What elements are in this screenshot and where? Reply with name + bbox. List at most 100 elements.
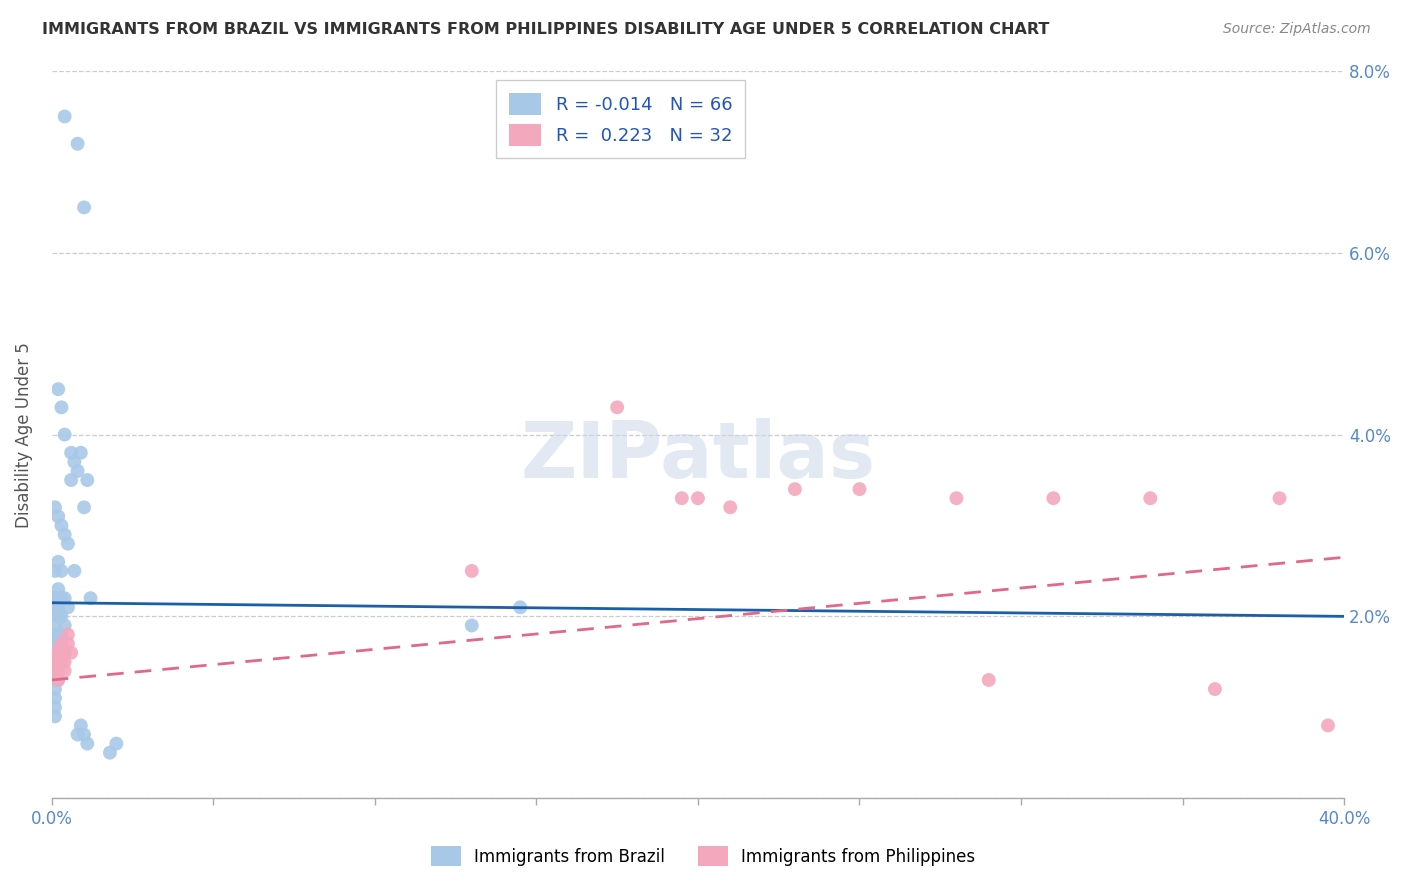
Point	[60, 646, 83, 660]
Point	[44, 646, 66, 660]
Legend: R = -0.014   N = 66, R =  0.223   N = 32: R = -0.014 N = 66, R = 0.223 N = 32	[496, 80, 745, 159]
Point	[60, 473, 83, 487]
Point	[44, 637, 66, 651]
Point	[1204, 682, 1226, 697]
Point	[44, 591, 66, 606]
Text: IMMIGRANTS FROM BRAZIL VS IMMIGRANTS FROM PHILIPPINES DISABILITY AGE UNDER 5 COR: IMMIGRANTS FROM BRAZIL VS IMMIGRANTS FRO…	[42, 22, 1049, 37]
Point	[51, 655, 73, 669]
Point	[46, 646, 69, 660]
Point	[53, 591, 76, 606]
Point	[53, 427, 76, 442]
Legend: Immigrants from Brazil, Immigrants from Philippines: Immigrants from Brazil, Immigrants from …	[423, 839, 983, 873]
Point	[977, 673, 1000, 687]
Y-axis label: Disability Age Under 5: Disability Age Under 5	[15, 342, 32, 527]
Point	[1268, 491, 1291, 506]
Point	[46, 664, 69, 678]
Point	[51, 655, 73, 669]
Point	[53, 655, 76, 669]
Point	[44, 627, 66, 641]
Point	[51, 609, 73, 624]
Point	[44, 618, 66, 632]
Point	[44, 700, 66, 714]
Point	[46, 582, 69, 596]
Point	[51, 637, 73, 651]
Point	[66, 136, 89, 151]
Point	[63, 455, 86, 469]
Point	[44, 646, 66, 660]
Point	[44, 673, 66, 687]
Point	[76, 737, 98, 751]
Point	[51, 518, 73, 533]
Point	[46, 609, 69, 624]
Point	[671, 491, 693, 506]
Point	[51, 564, 73, 578]
Point	[53, 110, 76, 124]
Point	[53, 618, 76, 632]
Point	[46, 637, 69, 651]
Point	[46, 664, 69, 678]
Point	[46, 600, 69, 615]
Point	[73, 500, 96, 515]
Point	[51, 591, 73, 606]
Point	[44, 655, 66, 669]
Point	[1317, 718, 1340, 732]
Point	[60, 446, 83, 460]
Point	[51, 646, 73, 660]
Point	[44, 500, 66, 515]
Point	[79, 591, 101, 606]
Point	[44, 591, 66, 606]
Point	[63, 564, 86, 578]
Point	[606, 401, 628, 415]
Point	[46, 382, 69, 396]
Point	[76, 473, 98, 487]
Point	[44, 664, 66, 678]
Point	[51, 655, 73, 669]
Point	[66, 727, 89, 741]
Point	[44, 564, 66, 578]
Point	[44, 655, 66, 669]
Point	[46, 673, 69, 687]
Point	[69, 718, 91, 732]
Point	[51, 401, 73, 415]
Point	[46, 627, 69, 641]
Point	[44, 600, 66, 615]
Text: ZIPatlas: ZIPatlas	[520, 418, 876, 494]
Point	[44, 664, 66, 678]
Point	[44, 709, 66, 723]
Point	[66, 464, 89, 478]
Point	[46, 646, 69, 660]
Point	[44, 691, 66, 706]
Point	[53, 664, 76, 678]
Point	[461, 618, 484, 632]
Point	[461, 564, 484, 578]
Point	[98, 746, 121, 760]
Point	[73, 727, 96, 741]
Point	[44, 655, 66, 669]
Point	[44, 600, 66, 615]
Point	[53, 527, 76, 541]
Text: Source: ZipAtlas.com: Source: ZipAtlas.com	[1223, 22, 1371, 37]
Point	[46, 655, 69, 669]
Point	[105, 737, 128, 751]
Point	[51, 627, 73, 641]
Point	[51, 646, 73, 660]
Point	[1139, 491, 1161, 506]
Point	[945, 491, 967, 506]
Point	[51, 591, 73, 606]
Point	[53, 646, 76, 660]
Point	[1042, 491, 1064, 506]
Point	[56, 637, 79, 651]
Point	[783, 482, 806, 496]
Point	[56, 627, 79, 641]
Point	[46, 555, 69, 569]
Point	[686, 491, 709, 506]
Point	[56, 600, 79, 615]
Point	[69, 446, 91, 460]
Point	[46, 655, 69, 669]
Point	[509, 600, 531, 615]
Point	[44, 609, 66, 624]
Point	[46, 509, 69, 524]
Point	[718, 500, 741, 515]
Point	[848, 482, 870, 496]
Point	[46, 673, 69, 687]
